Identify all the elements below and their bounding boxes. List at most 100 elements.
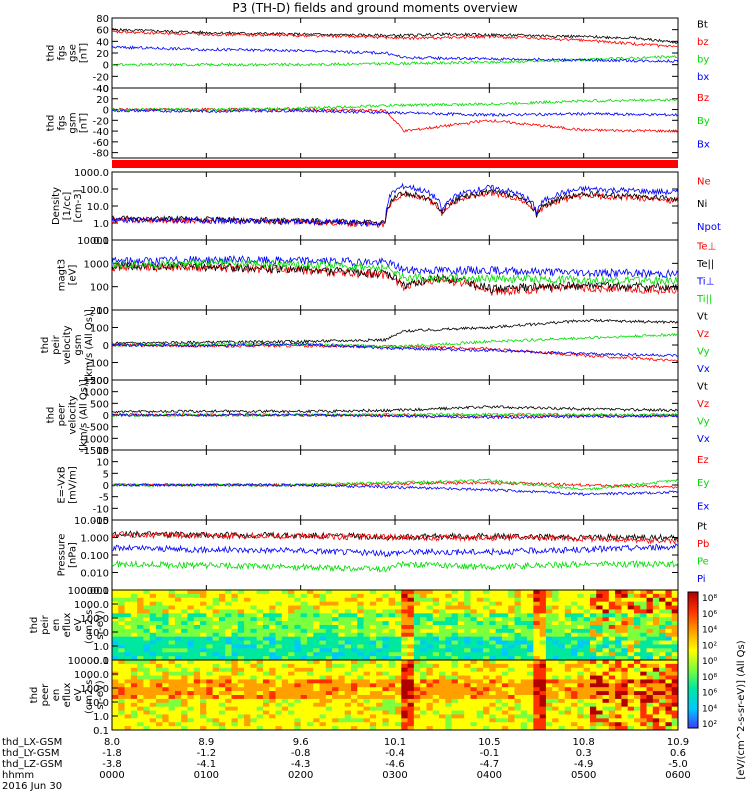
spectrogram-cell: [564, 644, 572, 649]
spectrogram-cell: [369, 597, 377, 603]
spectrogram-cell: [564, 679, 572, 684]
spectrogram-cell: [294, 671, 302, 677]
spectrogram-cell: [250, 632, 258, 638]
spectrogram-cell: [432, 648, 440, 653]
spectrogram-cell: [596, 648, 604, 653]
spectrogram-cell: [174, 656, 182, 661]
spectrogram-cell: [665, 593, 673, 599]
spectrogram-cell: [206, 726, 214, 731]
spectrogram-cell: [244, 714, 251, 719]
spectrogram-cell: [388, 695, 396, 700]
spectrogram-cell: [426, 636, 434, 642]
spectrogram-cell: [426, 698, 434, 704]
spectrogram-cell: [112, 675, 119, 680]
spectrogram-cell: [602, 593, 610, 599]
spectrogram-cell: [350, 644, 358, 649]
spectrogram-cell: [313, 605, 321, 610]
spectrogram-cell: [275, 628, 283, 634]
spectrogram-cell: [514, 590, 522, 595]
spectrogram-cell: [118, 683, 126, 688]
spectrogram-cell: [256, 691, 264, 696]
spectrogram-cell: [350, 663, 358, 669]
spectrogram-cell: [420, 644, 427, 649]
spectrogram-cell: [319, 632, 327, 638]
spectrogram-cell: [344, 679, 352, 684]
spectrogram-cell: [218, 652, 226, 657]
spectrogram-cell: [300, 625, 308, 630]
spectrogram-cell: [495, 695, 503, 700]
spectrogram-cell: [294, 625, 302, 630]
spectrogram-cell: [149, 679, 157, 684]
spectrogram-cell: [174, 609, 182, 614]
spectrogram-cell: [137, 628, 144, 634]
spectrogram-cell: [118, 621, 126, 626]
spectrogram-cell: [363, 691, 371, 696]
spectrogram-cell: [457, 683, 465, 688]
spectrogram-cell: [621, 683, 629, 688]
y-axis-label-line: eflux: [62, 683, 73, 708]
spectrogram-cell: [200, 628, 207, 634]
spectrogram-cell: [659, 663, 666, 669]
spectrogram-cell: [187, 621, 195, 626]
spectrogram-cell: [395, 710, 402, 715]
spectrogram-cell: [262, 679, 270, 684]
spectrogram-cell: [621, 687, 629, 692]
spectrogram-cell: [206, 660, 214, 665]
spectrogram-cell: [470, 706, 478, 712]
spectrogram-cell: [627, 683, 635, 688]
spectrogram-cell: [256, 648, 264, 653]
spectrogram-cell: [130, 648, 138, 653]
spectrogram-cell: [646, 593, 654, 599]
spectrogram-cell: [218, 640, 226, 645]
spectrogram-cell: [583, 718, 591, 723]
spectrogram-cell: [313, 663, 321, 669]
spectrogram-cell: [382, 636, 390, 642]
spectrogram-cell: [382, 687, 390, 692]
spectrogram-cell: [357, 640, 365, 645]
spectrogram-cell: [237, 613, 245, 618]
spectrogram-cell: [250, 601, 258, 607]
spectrogram-cell: [407, 656, 415, 661]
spectrogram-cell: [237, 636, 245, 642]
spectrogram-cell: [376, 663, 383, 669]
spectrogram-cell: [426, 632, 434, 638]
spectrogram-cell: [545, 671, 553, 677]
spectrogram-cell: [344, 652, 352, 657]
orbit-row-value: 8.0: [104, 737, 120, 748]
spectrogram-cell: [344, 667, 352, 673]
spectrogram-cell: [539, 656, 547, 661]
spectrogram-cell: [156, 702, 163, 708]
spectrogram-cell: [501, 714, 509, 719]
spectrogram-cell: [344, 695, 352, 700]
spectrogram-cell: [181, 590, 188, 595]
spectrogram-cell: [332, 648, 339, 653]
spectrogram-cell: [627, 710, 635, 715]
spectrogram-cell: [489, 722, 497, 727]
spectrogram-cell: [262, 605, 270, 610]
spectrogram-cell: [439, 613, 446, 618]
spectrogram-cell: [388, 710, 396, 715]
spectrogram-cell: [508, 706, 515, 712]
spectrogram-cell: [174, 628, 182, 634]
spectrogram-cell: [300, 590, 308, 595]
spectrogram-cell: [137, 601, 144, 607]
spectrogram-cell: [432, 656, 440, 661]
spectrogram-cell: [212, 687, 220, 692]
spectrogram-cell: [413, 632, 421, 638]
spectrogram-cell: [539, 663, 547, 669]
spectrogram-cell: [470, 621, 478, 626]
spectrogram-cell: [212, 726, 220, 731]
spectrogram-cell: [445, 656, 453, 661]
spectrogram-cell: [288, 710, 295, 715]
spectrogram-cell: [281, 679, 289, 684]
spectrogram-cell: [306, 675, 314, 680]
spectrogram-cell: [476, 726, 484, 731]
spectrogram-cell: [338, 667, 346, 673]
spectrogram-cell: [633, 695, 641, 700]
spectrogram-cell: [281, 702, 289, 708]
spectrogram-cell: [445, 687, 453, 692]
spectrogram-cell: [225, 597, 232, 603]
spectrogram-cell: [489, 593, 497, 599]
spectrogram-cell: [589, 683, 597, 688]
y-axis-label-line: thd: [46, 45, 57, 62]
